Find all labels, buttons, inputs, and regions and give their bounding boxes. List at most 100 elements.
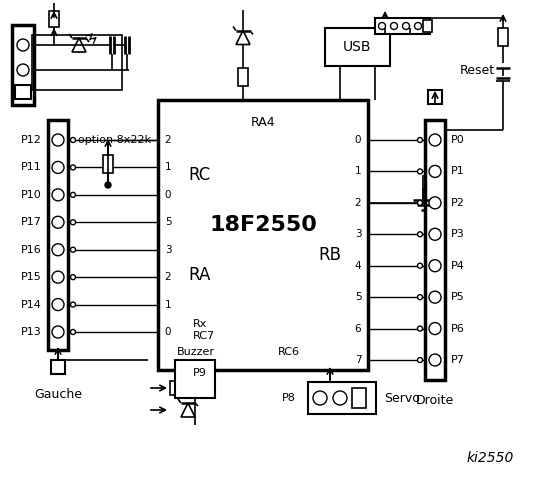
Circle shape	[52, 299, 64, 311]
Text: Buzzer: Buzzer	[177, 347, 215, 357]
Circle shape	[70, 192, 76, 197]
Text: P8: P8	[282, 393, 296, 403]
Text: RB: RB	[318, 246, 341, 264]
Circle shape	[418, 358, 422, 362]
Text: 0: 0	[355, 135, 361, 145]
Text: 0: 0	[165, 190, 171, 200]
Circle shape	[333, 391, 347, 405]
Text: 1: 1	[165, 162, 171, 172]
Circle shape	[429, 323, 441, 335]
Text: 1: 1	[354, 167, 361, 177]
Text: 4: 4	[354, 261, 361, 271]
Text: P0: P0	[451, 135, 465, 145]
Bar	[498, 28, 508, 46]
Circle shape	[429, 354, 441, 366]
Bar	[48, 120, 68, 350]
Circle shape	[52, 271, 64, 283]
Bar	[375, 18, 430, 34]
Circle shape	[429, 166, 441, 178]
Text: P13: P13	[21, 327, 42, 337]
Bar	[325, 28, 390, 66]
Text: RA: RA	[188, 266, 210, 284]
Bar	[12, 25, 34, 105]
Text: P5: P5	[451, 292, 465, 302]
Text: P10: P10	[21, 190, 42, 200]
Text: RA4: RA4	[251, 116, 275, 129]
Bar	[425, 120, 445, 380]
Text: 3: 3	[354, 229, 361, 240]
Circle shape	[429, 197, 441, 209]
Circle shape	[429, 134, 441, 146]
Text: Reset: Reset	[460, 63, 495, 76]
Text: 2: 2	[354, 198, 361, 208]
Circle shape	[105, 182, 111, 188]
Bar	[32, 35, 122, 90]
Circle shape	[17, 64, 29, 76]
Text: Rx
RC7: Rx RC7	[193, 319, 215, 341]
Circle shape	[52, 326, 64, 338]
Circle shape	[418, 137, 422, 143]
Circle shape	[418, 326, 422, 331]
Bar	[103, 155, 113, 173]
Circle shape	[390, 23, 398, 29]
Text: P17: P17	[21, 217, 42, 228]
Bar	[170, 381, 192, 395]
Text: Gauche: Gauche	[34, 388, 82, 401]
Circle shape	[429, 291, 441, 303]
Text: 0: 0	[165, 327, 171, 337]
Bar	[175, 360, 215, 398]
Circle shape	[52, 161, 64, 173]
Text: P15: P15	[21, 272, 42, 282]
Circle shape	[313, 391, 327, 405]
Circle shape	[418, 263, 422, 268]
Circle shape	[70, 137, 76, 143]
Bar	[423, 20, 432, 32]
Circle shape	[52, 216, 64, 228]
Bar	[51, 360, 65, 374]
Text: P4: P4	[451, 261, 465, 271]
Text: P14: P14	[21, 300, 42, 310]
Text: Servo: Servo	[384, 392, 420, 405]
Text: 5: 5	[354, 292, 361, 302]
Circle shape	[418, 200, 422, 205]
Circle shape	[70, 275, 76, 280]
Circle shape	[429, 260, 441, 272]
Circle shape	[415, 23, 421, 29]
Bar	[15, 85, 31, 99]
Text: RC: RC	[188, 166, 210, 184]
Circle shape	[70, 329, 76, 335]
Circle shape	[70, 247, 76, 252]
Text: P12: P12	[21, 135, 42, 145]
Text: 3: 3	[165, 245, 171, 255]
Text: P16: P16	[21, 245, 42, 255]
Text: 2: 2	[165, 272, 171, 282]
Text: ki2550: ki2550	[466, 451, 514, 465]
Circle shape	[52, 244, 64, 256]
Text: RC6: RC6	[278, 347, 300, 357]
Text: Droite: Droite	[416, 394, 454, 407]
Text: 18F2550: 18F2550	[209, 215, 317, 235]
Text: option 8x22k: option 8x22k	[78, 135, 151, 145]
Circle shape	[52, 134, 64, 146]
Text: P11: P11	[21, 162, 42, 172]
Circle shape	[418, 232, 422, 237]
Bar	[428, 90, 442, 104]
Text: USB: USB	[343, 40, 372, 54]
Text: P9: P9	[193, 368, 207, 378]
Circle shape	[429, 228, 441, 240]
Text: 7: 7	[354, 355, 361, 365]
Text: P3: P3	[451, 229, 465, 240]
Text: 5: 5	[165, 217, 171, 228]
Text: P2: P2	[451, 198, 465, 208]
Circle shape	[17, 39, 29, 51]
Circle shape	[403, 23, 410, 29]
Text: 2: 2	[165, 135, 171, 145]
Bar	[158, 100, 368, 370]
Bar	[49, 11, 59, 27]
Bar	[238, 68, 248, 86]
Circle shape	[70, 165, 76, 170]
Circle shape	[70, 302, 76, 307]
Circle shape	[418, 295, 422, 300]
Text: P1: P1	[451, 167, 465, 177]
Text: P6: P6	[451, 324, 465, 334]
